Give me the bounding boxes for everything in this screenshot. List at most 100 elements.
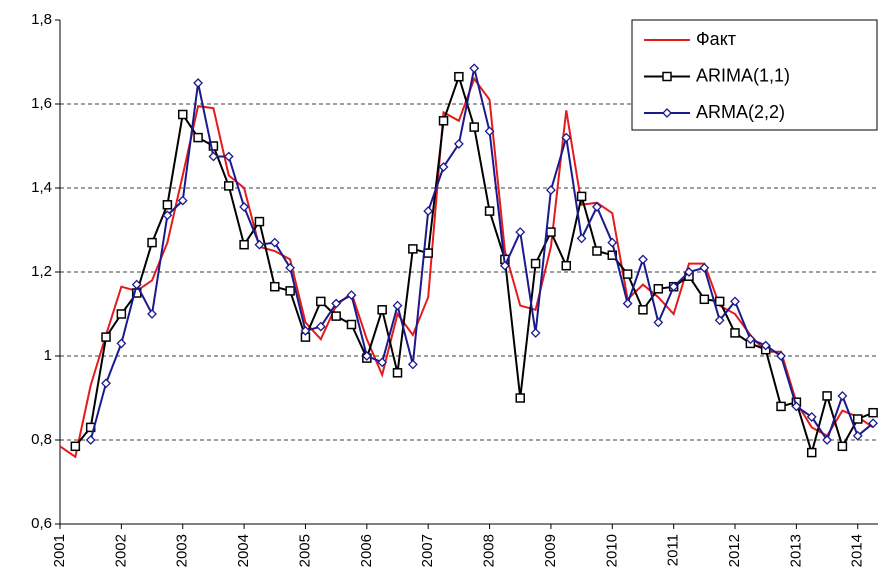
point xyxy=(285,286,295,296)
point xyxy=(515,393,525,403)
point xyxy=(668,281,679,292)
point xyxy=(453,138,464,149)
y-tick-label: 1,2 xyxy=(31,263,52,280)
point xyxy=(622,298,633,309)
y-tick-label: 1 xyxy=(44,347,52,364)
point xyxy=(101,332,111,342)
point xyxy=(699,262,710,273)
point xyxy=(254,216,265,227)
x-tick-label: 2007 xyxy=(419,534,436,567)
x-tick-label: 2004 xyxy=(235,534,252,567)
point xyxy=(730,296,740,307)
point xyxy=(407,359,418,370)
point xyxy=(791,401,802,412)
x-tick-label: 2003 xyxy=(174,534,191,567)
point xyxy=(208,151,219,162)
series-line xyxy=(59,76,874,459)
point xyxy=(806,411,817,422)
point xyxy=(822,435,832,445)
legend-marker xyxy=(662,108,672,118)
point xyxy=(745,334,756,345)
point xyxy=(546,227,556,237)
point xyxy=(315,321,326,332)
point xyxy=(331,311,341,321)
point xyxy=(469,63,480,74)
point xyxy=(147,237,157,248)
x-tick-label: 2005 xyxy=(296,534,313,567)
point xyxy=(638,254,648,265)
point xyxy=(852,430,863,441)
legend-label: Факт xyxy=(696,29,736,49)
point xyxy=(515,227,526,238)
legend-marker xyxy=(662,71,672,82)
point xyxy=(530,258,541,269)
point xyxy=(546,185,556,196)
point xyxy=(300,325,311,336)
series-line xyxy=(89,68,874,443)
point xyxy=(776,401,786,412)
x-tick-label: 2006 xyxy=(358,534,375,567)
point xyxy=(469,122,479,132)
point xyxy=(576,233,587,244)
x-tick-label: 2009 xyxy=(542,534,559,567)
point xyxy=(162,210,173,221)
point xyxy=(438,116,449,126)
point xyxy=(714,296,725,307)
point xyxy=(484,206,495,216)
point xyxy=(392,368,403,378)
point xyxy=(193,78,203,88)
point xyxy=(85,435,96,445)
point xyxy=(116,309,127,319)
x-tick-label: 2008 xyxy=(481,534,498,567)
point xyxy=(316,296,326,307)
point xyxy=(561,260,572,271)
point xyxy=(852,414,863,424)
legend-label: ARMA(2,2) xyxy=(696,102,785,122)
point xyxy=(760,340,771,351)
point xyxy=(269,237,280,248)
point xyxy=(377,357,388,368)
point xyxy=(392,300,403,311)
point xyxy=(484,126,495,137)
y-tick-label: 1,6 xyxy=(31,95,52,112)
point xyxy=(561,132,572,143)
point xyxy=(116,338,127,349)
x-tick-label: 2001 xyxy=(51,534,68,567)
point xyxy=(361,351,372,361)
point xyxy=(699,294,710,305)
point xyxy=(423,248,433,258)
point xyxy=(131,279,142,290)
point xyxy=(270,281,280,292)
point xyxy=(714,315,725,326)
x-tick-label: 2012 xyxy=(726,534,743,567)
y-tick-label: 1,4 xyxy=(31,179,52,196)
point xyxy=(653,284,664,294)
x-tick-label: 2013 xyxy=(787,534,804,567)
point xyxy=(806,447,817,458)
point xyxy=(346,290,357,301)
point xyxy=(499,260,510,271)
point xyxy=(177,195,188,206)
point xyxy=(208,141,219,151)
point xyxy=(423,206,434,217)
x-tick-label: 2010 xyxy=(603,534,620,567)
x-tick-label: 2011 xyxy=(665,534,682,566)
y-tick-label: 1,8 xyxy=(31,11,52,28)
point xyxy=(607,237,618,248)
point xyxy=(438,162,449,172)
point xyxy=(239,201,250,212)
point xyxy=(653,317,664,328)
point xyxy=(622,269,633,279)
point xyxy=(224,181,234,191)
point xyxy=(408,244,418,254)
point xyxy=(346,319,357,330)
point xyxy=(576,191,587,202)
point xyxy=(285,262,296,273)
point xyxy=(454,71,464,82)
point xyxy=(101,378,111,389)
point xyxy=(822,391,832,401)
point xyxy=(868,418,878,429)
legend-label: ARIMA(1,1) xyxy=(696,65,790,85)
point xyxy=(331,298,342,309)
